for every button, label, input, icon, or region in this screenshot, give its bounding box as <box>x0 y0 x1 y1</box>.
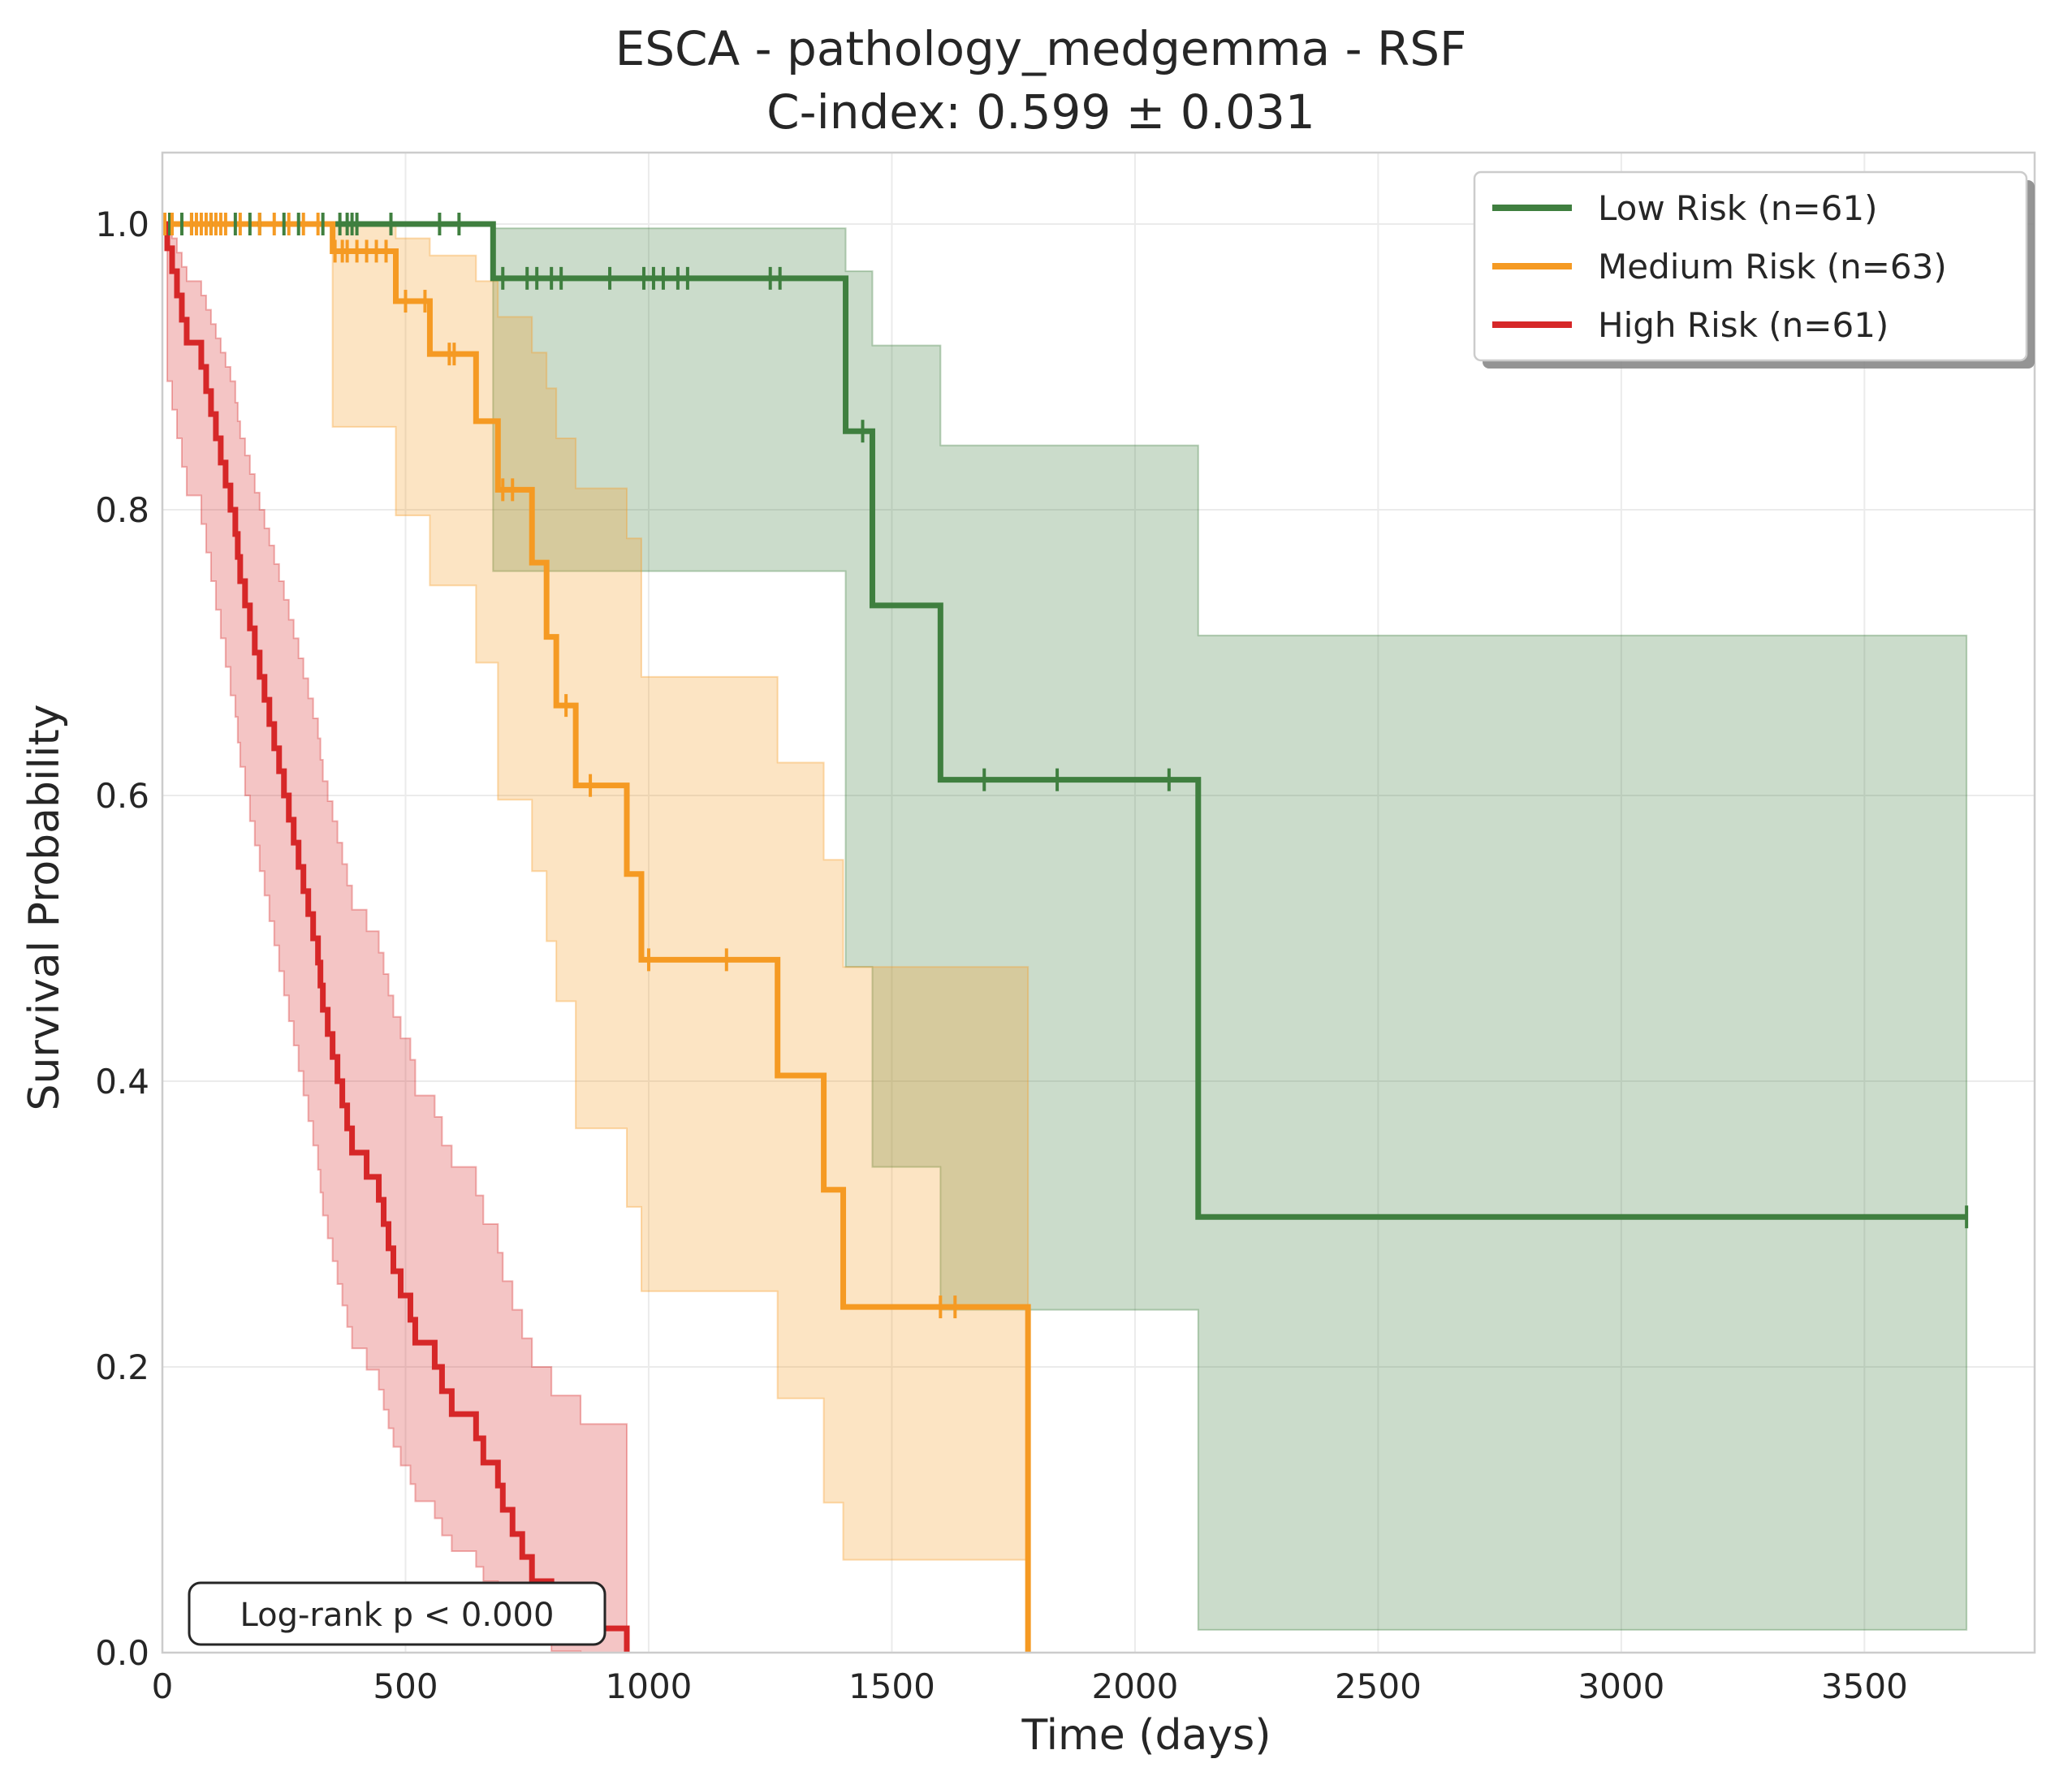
y-tick-label-2: 0.4 <box>95 1062 149 1101</box>
y-axis-title: Survival Probability <box>20 704 69 1110</box>
medium-risk-survival-line <box>162 221 1031 1653</box>
x-tick-label-0: 0 <box>152 1666 174 1706</box>
y-tick-label-5: 1.0 <box>95 205 149 244</box>
chart-title: ESCA - pathology_medgemma - RSF <box>615 21 1467 76</box>
legend-entries: Low Risk (n=61) Medium Risk (n=63) High Ri… <box>1492 188 1947 345</box>
low-risk-ci-band <box>162 223 1968 1631</box>
y-tick-label-0: 0.0 <box>95 1633 149 1673</box>
x-tick-label-7: 3500 <box>1821 1666 1908 1706</box>
high-risk-survival-line <box>162 221 630 1653</box>
x-tick-label-2: 1000 <box>606 1666 693 1706</box>
x-axis-ticks: 0 500 1000 1500 2000 2500 3000 3500 <box>152 1666 1908 1706</box>
x-axis-title: Time (days) <box>1021 1711 1271 1760</box>
y-tick-label-4: 0.8 <box>95 490 149 530</box>
low-risk-survival-line <box>162 221 1967 1220</box>
survival-curves <box>162 221 1967 1653</box>
medium-risk-ci-band <box>162 223 1030 1561</box>
annotation-text: Log-rank p < 0.000 <box>240 1597 555 1634</box>
legend: Low Risk (n=61) Medium Risk (n=63) High Ri… <box>1473 170 2035 369</box>
high-risk-legend-label: High Risk (n=61) <box>1598 305 1889 345</box>
x-tick-label-4: 2000 <box>1091 1666 1178 1706</box>
censor-marks <box>162 213 1969 1319</box>
y-axis-ticks: 0.0 0.2 0.4 0.6 0.8 1.0 <box>95 205 149 1673</box>
y-tick-label-3: 0.6 <box>95 776 149 816</box>
y-tick-label-1: 0.2 <box>95 1347 149 1387</box>
confidence-bands <box>162 223 1968 1653</box>
chart-subtitle: C-index: 0.599 ± 0.031 <box>766 84 1315 140</box>
legend-box <box>1473 170 2028 362</box>
medium-risk-legend-label: Medium Risk (n=63) <box>1598 247 1947 287</box>
high-risk-ci-band <box>162 223 628 1653</box>
plot-frame <box>161 151 2036 1654</box>
x-tick-label-5: 2500 <box>1335 1666 1422 1706</box>
logrank-annotation: Log-rank p < 0.000 <box>188 1581 606 1646</box>
annotation-box <box>188 1581 606 1646</box>
x-tick-label-1: 500 <box>373 1666 438 1706</box>
x-tick-label-3: 1500 <box>848 1666 935 1706</box>
x-tick-label-6: 3000 <box>1578 1666 1664 1706</box>
low-risk-legend-label: Low Risk (n=61) <box>1598 188 1878 228</box>
